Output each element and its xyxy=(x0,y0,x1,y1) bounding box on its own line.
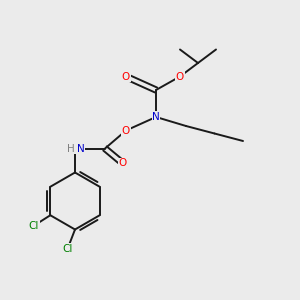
Text: Cl: Cl xyxy=(62,244,73,254)
Text: Cl: Cl xyxy=(28,221,39,231)
Text: O: O xyxy=(122,125,130,136)
Text: N: N xyxy=(152,112,160,122)
Text: O: O xyxy=(119,158,127,169)
Text: O: O xyxy=(122,71,130,82)
Text: O: O xyxy=(176,71,184,82)
Text: H: H xyxy=(67,143,75,154)
Text: N: N xyxy=(76,143,84,154)
